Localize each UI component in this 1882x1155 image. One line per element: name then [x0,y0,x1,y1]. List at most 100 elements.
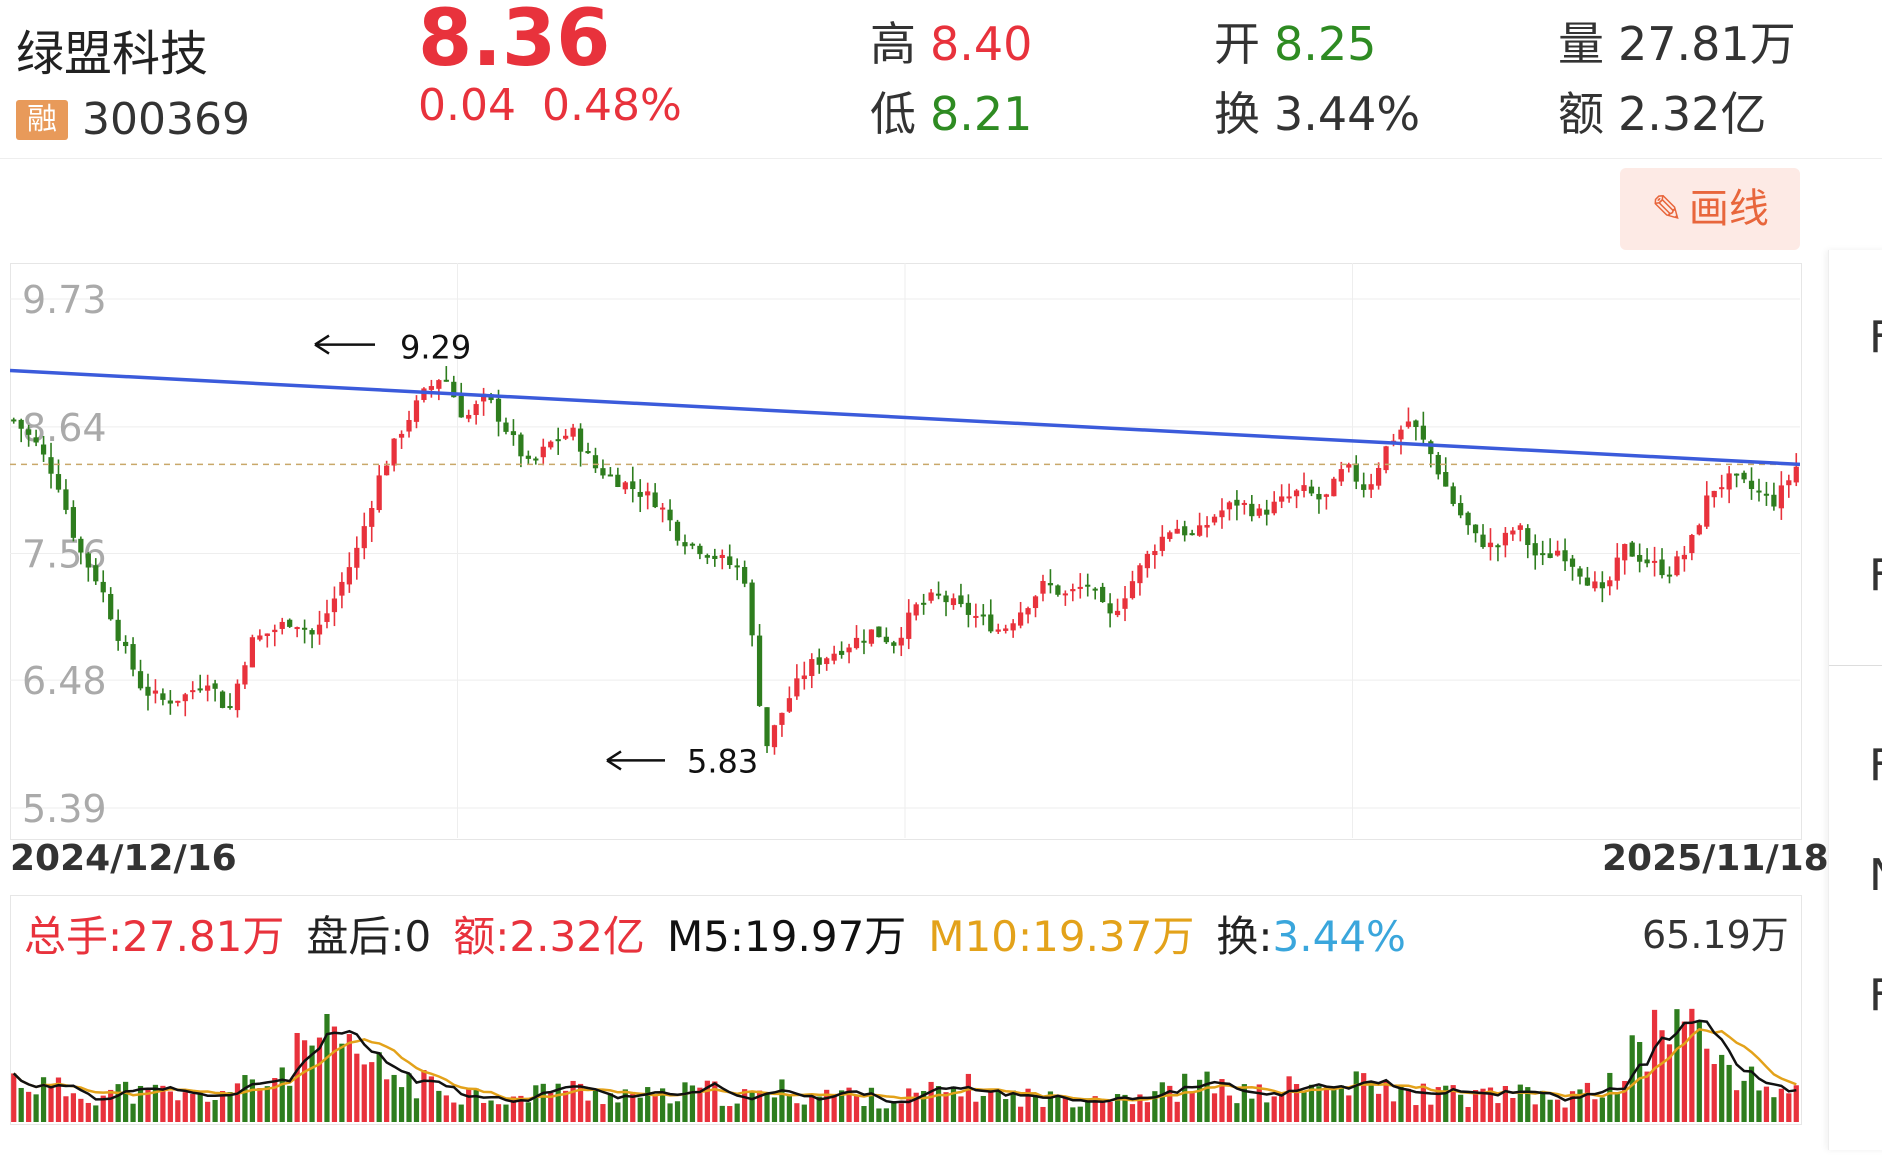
volume-bar [622,1089,628,1122]
trendline[interactable] [10,368,1800,467]
candle-body [1517,525,1523,530]
volume-bar [1316,1086,1322,1122]
candle-body [958,595,964,605]
volume-bar [301,1040,308,1122]
volume-bar [1032,1095,1039,1122]
candle-body [749,582,755,636]
candle-body [219,691,226,708]
volume-bar [100,1095,106,1122]
volume-bar [1368,1082,1374,1122]
candle-body [771,725,778,748]
open-value: 8.25 [1274,17,1377,71]
draw-line-button[interactable]: ✎ 画线 [1620,168,1800,250]
volume-bar [861,1106,867,1122]
volume-bar [1107,1101,1113,1122]
candle-body [540,446,546,458]
high-marker-arrowhead [314,334,330,355]
candle-body [988,614,994,632]
volume-bar [1375,1093,1382,1122]
candle-body [1368,484,1374,490]
volume-bar [928,1081,934,1122]
candle-body [719,554,725,558]
volume-bar [1219,1079,1225,1122]
volume-bar [510,1096,517,1122]
volume-chart[interactable] [10,895,1800,1123]
candle-body [1413,420,1419,427]
volume-bar [1070,1107,1076,1122]
candle-body [108,593,114,620]
x-axis-start-date: 2024/12/16 [10,838,237,879]
volume-bar [309,1045,315,1122]
candle-body [1316,493,1322,500]
volume-bar [876,1108,882,1122]
volume-bar [1055,1096,1061,1122]
volume-amount: 额:2.32亿 [453,912,645,961]
candle-body [1234,499,1240,506]
candle-body [227,706,233,709]
candle-body [55,474,62,490]
candle-body [1644,559,1650,564]
candle-body [659,507,666,510]
candle-body [1465,512,1471,526]
volume-bar [1637,1042,1643,1122]
volume-bar [1554,1099,1561,1122]
volume-bar [846,1087,852,1122]
volume-bar [1622,1080,1628,1122]
volume-turnover-value: 3.44% [1272,912,1406,961]
volume-bar [652,1093,658,1122]
volume-bar [592,1090,599,1122]
volume-bar [1562,1107,1568,1122]
volume-bar [1428,1104,1434,1122]
candle-body [600,468,606,476]
volume-bar [1286,1076,1292,1122]
candle-body [838,650,845,655]
volume-bar [1234,1103,1240,1122]
volume-bar [980,1095,986,1122]
candle-body [563,435,569,439]
volume-bar [1323,1087,1330,1122]
volume-bar [533,1085,539,1122]
candle-body [495,398,502,422]
volume-bar [369,1062,375,1122]
candle-body [1592,581,1598,589]
candle-body [40,444,47,455]
high-marker-label: 9.29 [400,329,471,367]
volume-chart-frame[interactable] [10,895,1802,1125]
volume-bar [1293,1084,1300,1122]
volume-bar [182,1092,188,1122]
candle-body [339,581,345,596]
side-panel[interactable]: F F F N F [1828,250,1882,1150]
volume-bar [1689,1008,1695,1122]
candle-body [122,641,129,647]
candle-body [413,400,420,422]
candle-body [391,438,397,466]
volume-bar [1778,1088,1784,1122]
candle-body [369,508,375,527]
kline-chart[interactable]: 9.73 8.64 7.56 6.48 5.39 9.29 5.83 [10,263,1800,838]
volume-bar [257,1088,263,1122]
volume-bar [988,1089,994,1122]
candle-body [1629,542,1635,557]
candle-body [965,602,972,615]
volume-bar [1301,1090,1307,1122]
volume-bar [1241,1084,1247,1122]
candle-body [1017,612,1024,626]
kline-chart-frame[interactable] [10,263,1802,840]
candle-body [861,640,867,643]
volume-max-label: 65.19万 [1642,913,1789,957]
volume-bar [346,1034,352,1122]
candle-body [1286,496,1292,499]
candle-body [1137,565,1143,584]
candle-body [1144,553,1151,569]
volume-bar [234,1083,241,1122]
candle-body [689,543,696,546]
candle-body [1793,466,1799,483]
candle-body [1778,485,1784,509]
candle-body [1398,429,1404,440]
volume-bar [63,1096,69,1122]
candle-body [1487,542,1494,548]
candle-body [518,434,524,457]
volume-bar [436,1090,442,1122]
volume-bar [130,1103,136,1122]
candle-body [324,613,330,622]
